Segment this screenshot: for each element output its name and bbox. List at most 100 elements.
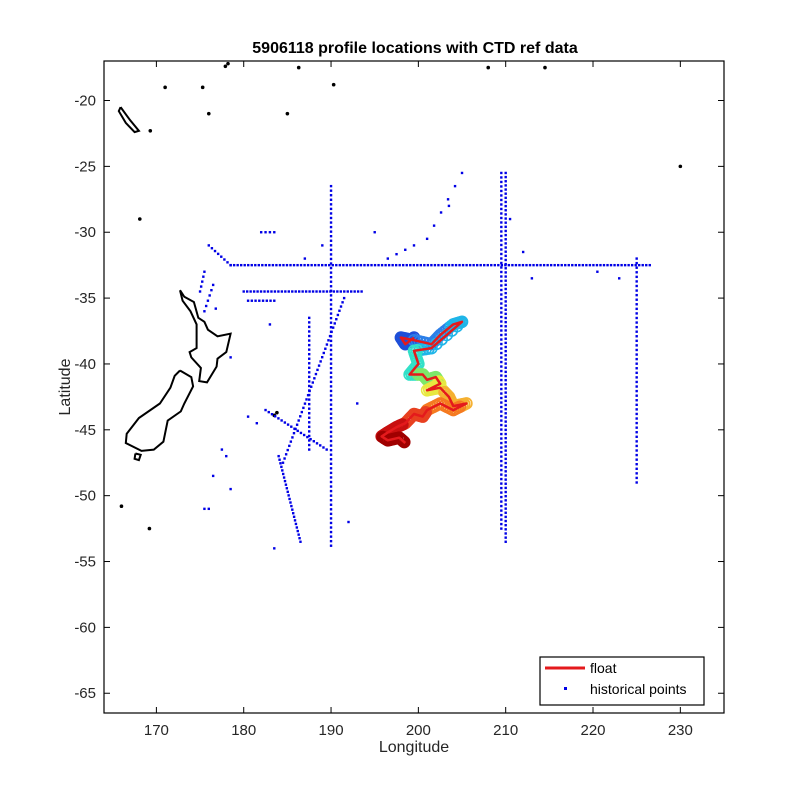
historical-point bbox=[216, 252, 220, 256]
historical-point bbox=[504, 420, 507, 423]
historical-point bbox=[386, 257, 390, 260]
historical-point bbox=[329, 239, 333, 242]
historical-point bbox=[635, 403, 638, 407]
historical-point bbox=[329, 367, 333, 370]
historical-point bbox=[500, 329, 503, 332]
historical-point bbox=[556, 263, 560, 267]
historical-point bbox=[329, 362, 333, 365]
historical-point bbox=[329, 535, 333, 538]
historical-point bbox=[287, 290, 290, 293]
historical-point bbox=[500, 221, 503, 224]
historical-point bbox=[201, 280, 204, 283]
y-tick-label: -35 bbox=[74, 290, 96, 307]
historical-point bbox=[207, 507, 210, 511]
historical-point bbox=[335, 263, 338, 267]
historical-point bbox=[210, 247, 214, 250]
historical-point bbox=[255, 422, 259, 425]
historical-point bbox=[329, 184, 333, 188]
historical-point bbox=[500, 432, 503, 436]
x-tick-label: 200 bbox=[406, 722, 431, 739]
historical-point bbox=[319, 444, 322, 447]
historical-point bbox=[500, 401, 503, 404]
historical-point bbox=[329, 389, 333, 393]
historical-point bbox=[504, 540, 507, 543]
historical-point bbox=[542, 263, 546, 267]
historical-point bbox=[336, 290, 339, 293]
historical-point bbox=[635, 344, 638, 347]
legend-historical-label: historical points bbox=[590, 681, 687, 697]
historical-point bbox=[296, 429, 299, 433]
historical-point bbox=[329, 403, 333, 406]
historical-point bbox=[504, 503, 507, 506]
coastline-islet bbox=[226, 61, 230, 66]
historical-point bbox=[370, 263, 373, 267]
historical-point bbox=[592, 263, 595, 267]
historical-point bbox=[204, 304, 208, 308]
historical-point bbox=[645, 263, 648, 267]
plot-frame bbox=[103, 60, 725, 714]
historical-point bbox=[322, 290, 325, 293]
historical-point bbox=[504, 254, 507, 258]
historical-point bbox=[286, 490, 289, 494]
historical-point bbox=[308, 439, 311, 442]
historical-point bbox=[500, 527, 503, 530]
historical-point bbox=[308, 366, 311, 370]
historical-point bbox=[297, 419, 300, 422]
historical-point bbox=[504, 519, 507, 523]
historical-point bbox=[304, 290, 308, 293]
coastline-islet bbox=[331, 82, 336, 87]
historical-point bbox=[282, 476, 286, 479]
historical-point bbox=[384, 263, 387, 267]
historical-point bbox=[308, 330, 311, 333]
historical-point bbox=[532, 263, 535, 267]
coastline-islet bbox=[163, 85, 167, 90]
historical-point bbox=[298, 537, 301, 540]
historical-point bbox=[299, 540, 302, 543]
historical-point bbox=[425, 237, 429, 241]
historical-point bbox=[504, 457, 507, 461]
historical-point bbox=[198, 290, 202, 293]
historical-point bbox=[504, 445, 507, 448]
historical-point bbox=[345, 263, 349, 267]
historical-point bbox=[356, 402, 359, 405]
historical-point bbox=[493, 263, 496, 267]
historical-point bbox=[634, 263, 637, 267]
historical-point bbox=[500, 297, 503, 301]
historical-point bbox=[514, 263, 518, 267]
historical-point bbox=[635, 330, 638, 333]
historical-point bbox=[432, 224, 436, 227]
y-tick-label: -55 bbox=[74, 554, 96, 571]
historical-point bbox=[500, 185, 503, 188]
historical-point bbox=[635, 362, 638, 365]
historical-point bbox=[500, 495, 503, 499]
historical-point bbox=[273, 299, 276, 302]
historical-point bbox=[635, 394, 638, 397]
historical-point bbox=[504, 308, 507, 311]
historical-point bbox=[264, 231, 267, 234]
y-tick-label: -20 bbox=[74, 93, 96, 110]
historical-point bbox=[635, 426, 638, 429]
historical-point bbox=[329, 257, 333, 261]
historical-point bbox=[504, 196, 507, 200]
historical-point bbox=[504, 507, 507, 510]
historical-point bbox=[308, 425, 311, 429]
historical-point bbox=[635, 298, 638, 301]
coastline-new-caledonia bbox=[117, 106, 141, 134]
historical-point bbox=[299, 415, 302, 418]
historical-point bbox=[242, 290, 245, 293]
historical-point bbox=[504, 312, 507, 316]
historical-point bbox=[273, 290, 277, 293]
historical-point bbox=[412, 244, 416, 247]
historical-point bbox=[630, 263, 634, 267]
historical-point bbox=[310, 385, 313, 388]
historical-point bbox=[202, 275, 205, 278]
coastline-islet bbox=[206, 111, 211, 116]
historical-point bbox=[329, 398, 333, 402]
historical-point bbox=[504, 482, 507, 485]
historical-point bbox=[635, 417, 638, 420]
historical-point bbox=[500, 500, 503, 503]
historical-point bbox=[500, 263, 504, 267]
historical-point bbox=[312, 440, 316, 443]
historical-point bbox=[329, 357, 333, 361]
historical-point bbox=[461, 263, 465, 267]
